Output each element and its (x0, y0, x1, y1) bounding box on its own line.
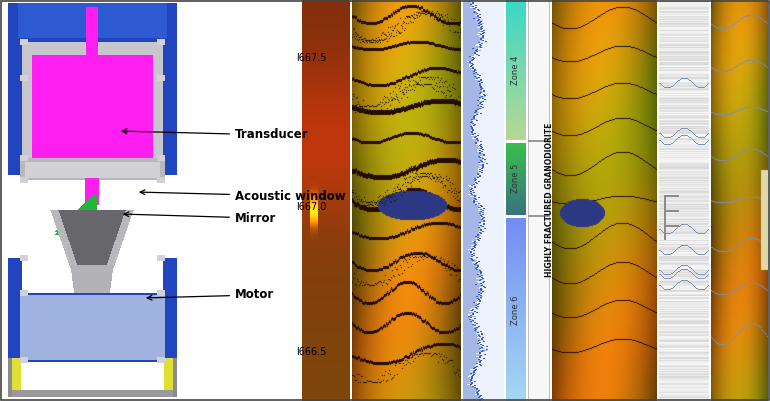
Text: Zone 4: Zone 4 (511, 55, 521, 85)
Text: Zone 6: Zone 6 (511, 295, 521, 325)
Text: Mirror: Mirror (124, 211, 276, 225)
Text: l667.5: l667.5 (296, 53, 326, 63)
Text: Motor: Motor (147, 288, 274, 302)
Text: l667.0: l667.0 (296, 202, 326, 212)
Text: Transducer: Transducer (122, 128, 309, 142)
Text: l666.5: l666.5 (296, 347, 326, 357)
Text: Acoustic window: Acoustic window (140, 190, 346, 203)
Text: Zone 5: Zone 5 (511, 163, 521, 193)
Text: HIGHLY FRACTURED GRANODIORITE: HIGHLY FRACTURED GRANODIORITE (545, 123, 554, 277)
